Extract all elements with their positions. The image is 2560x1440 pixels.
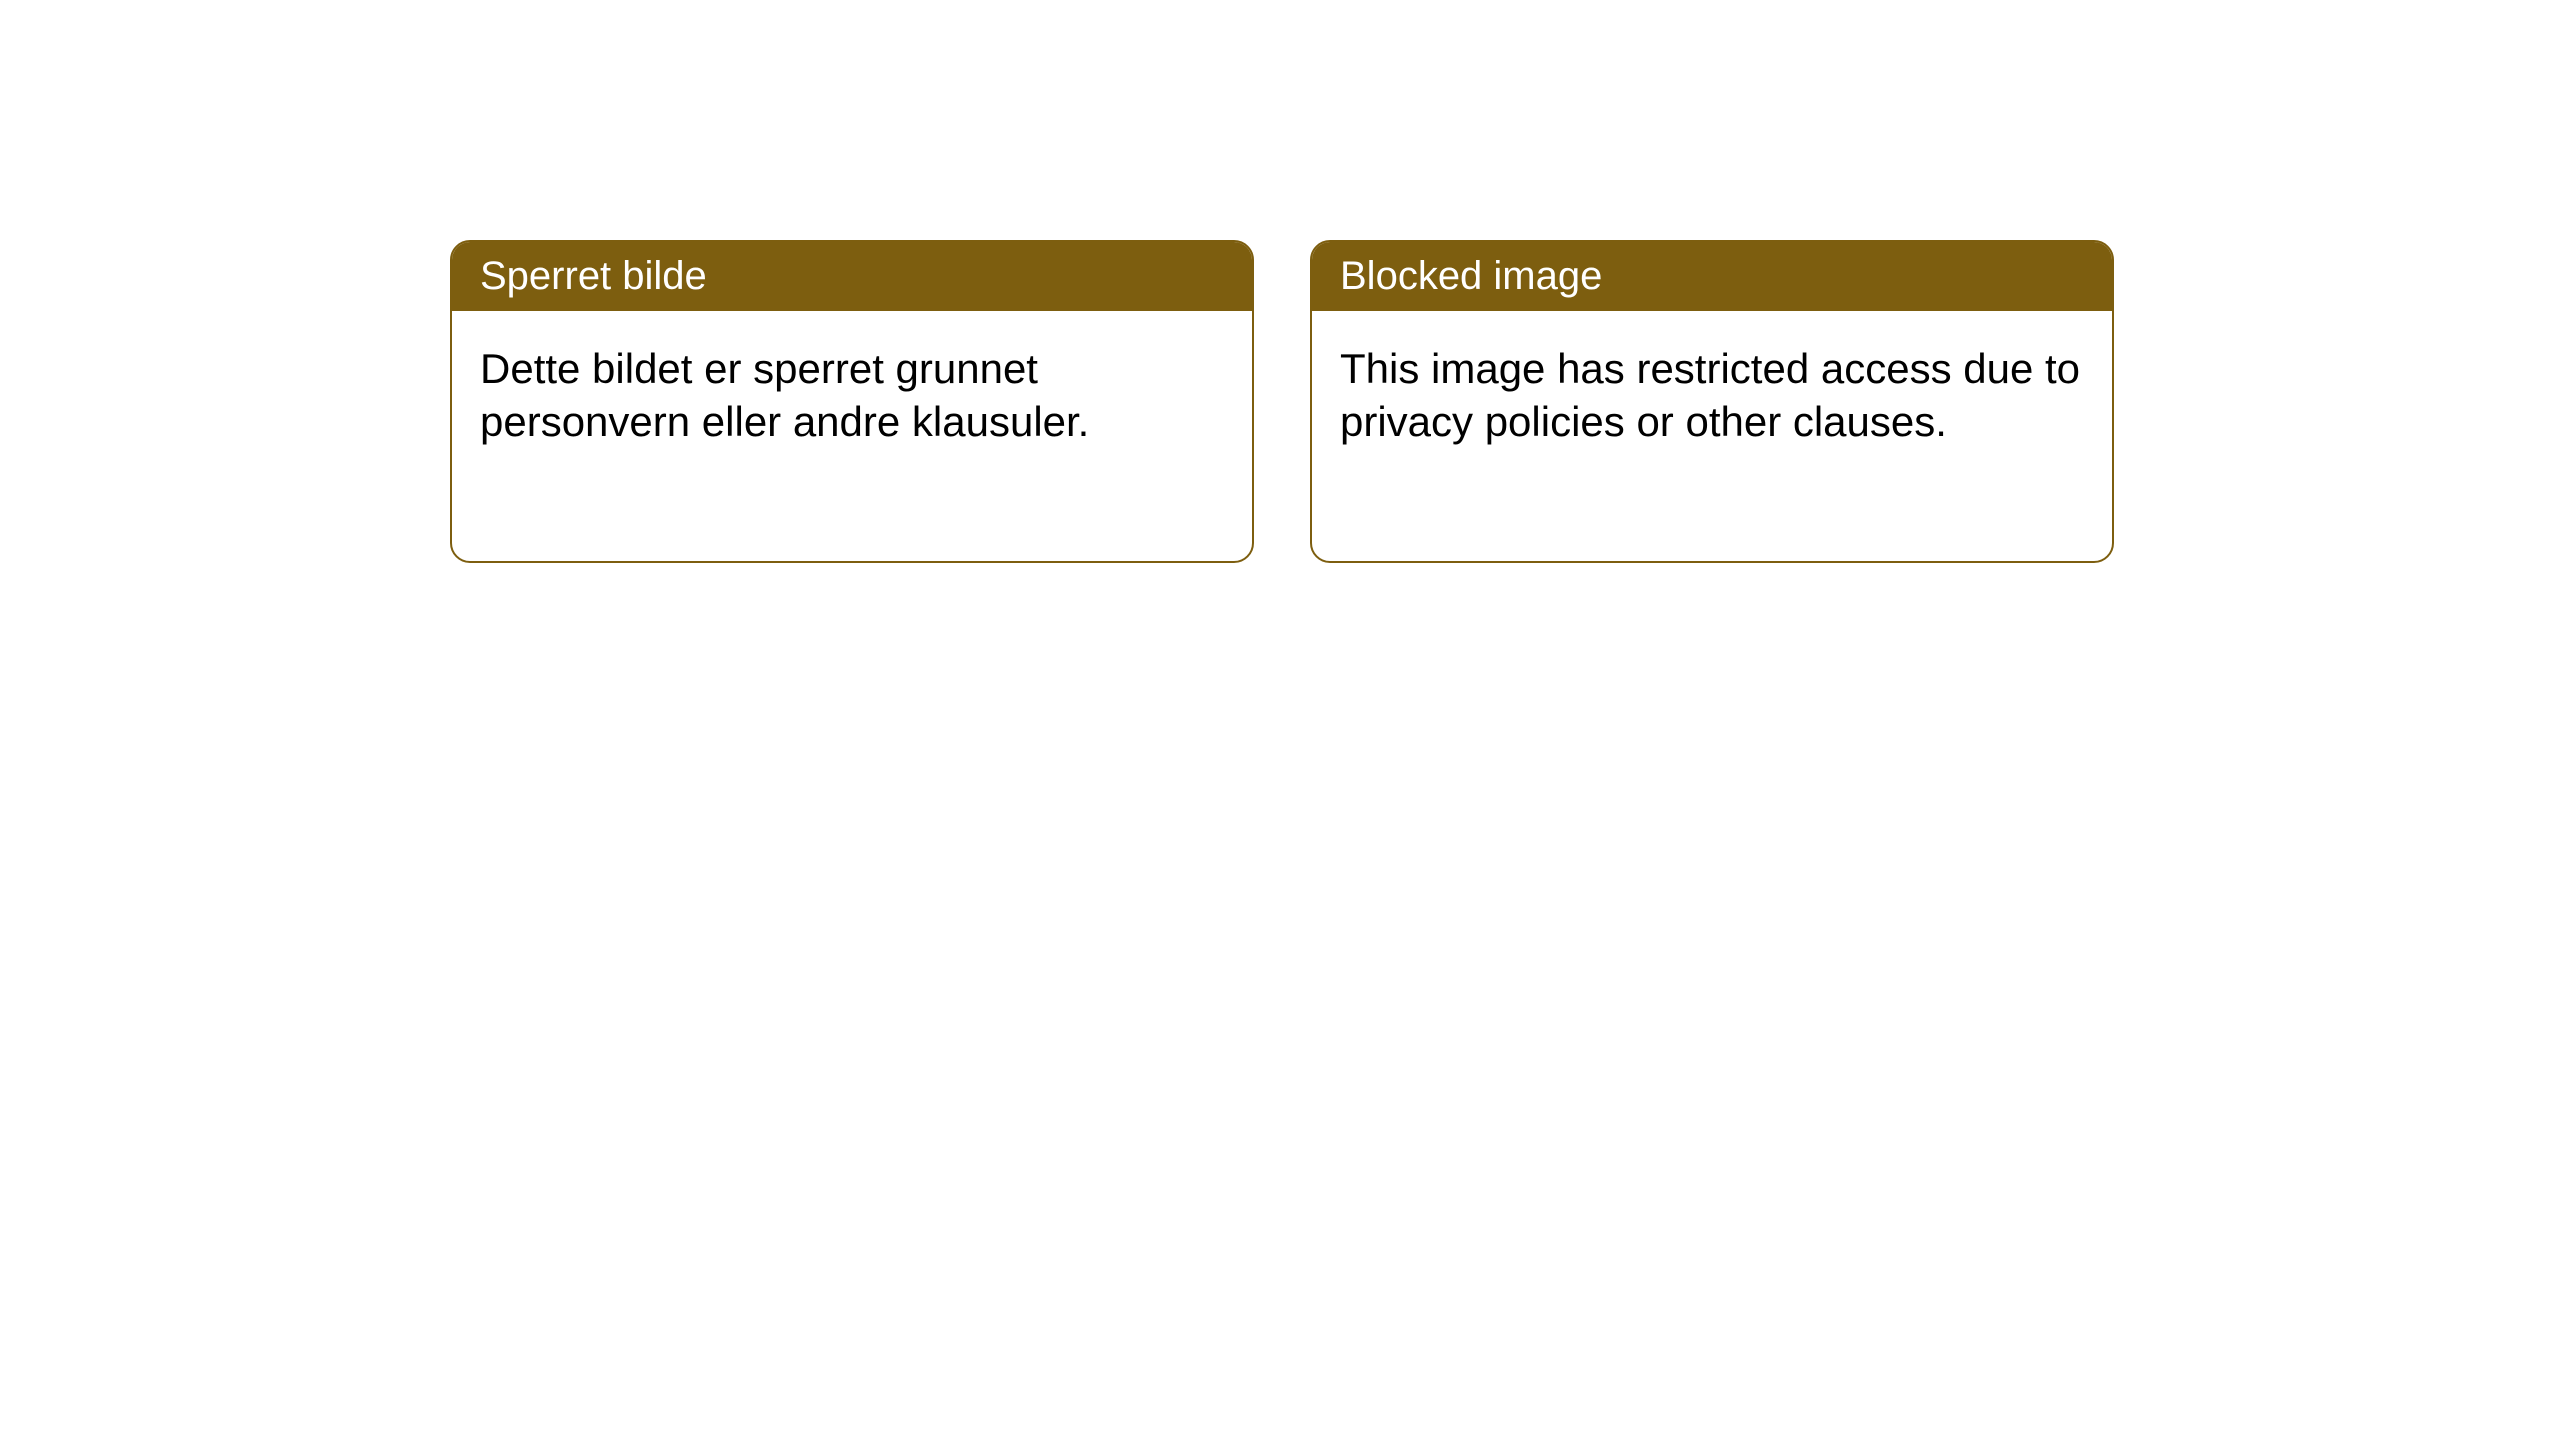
card-title: Blocked image (1340, 254, 1602, 298)
card-body-text: This image has restricted access due to … (1340, 345, 2080, 445)
notice-cards-container: Sperret bilde Dette bildet er sperret gr… (450, 240, 2114, 563)
card-body-text: Dette bildet er sperret grunnet personve… (480, 345, 1089, 445)
card-title: Sperret bilde (480, 254, 707, 298)
card-body: This image has restricted access due to … (1312, 311, 2112, 561)
notice-card-english: Blocked image This image has restricted … (1310, 240, 2114, 563)
card-header: Blocked image (1312, 242, 2112, 311)
card-header: Sperret bilde (452, 242, 1252, 311)
notice-card-norwegian: Sperret bilde Dette bildet er sperret gr… (450, 240, 1254, 563)
card-body: Dette bildet er sperret grunnet personve… (452, 311, 1252, 561)
